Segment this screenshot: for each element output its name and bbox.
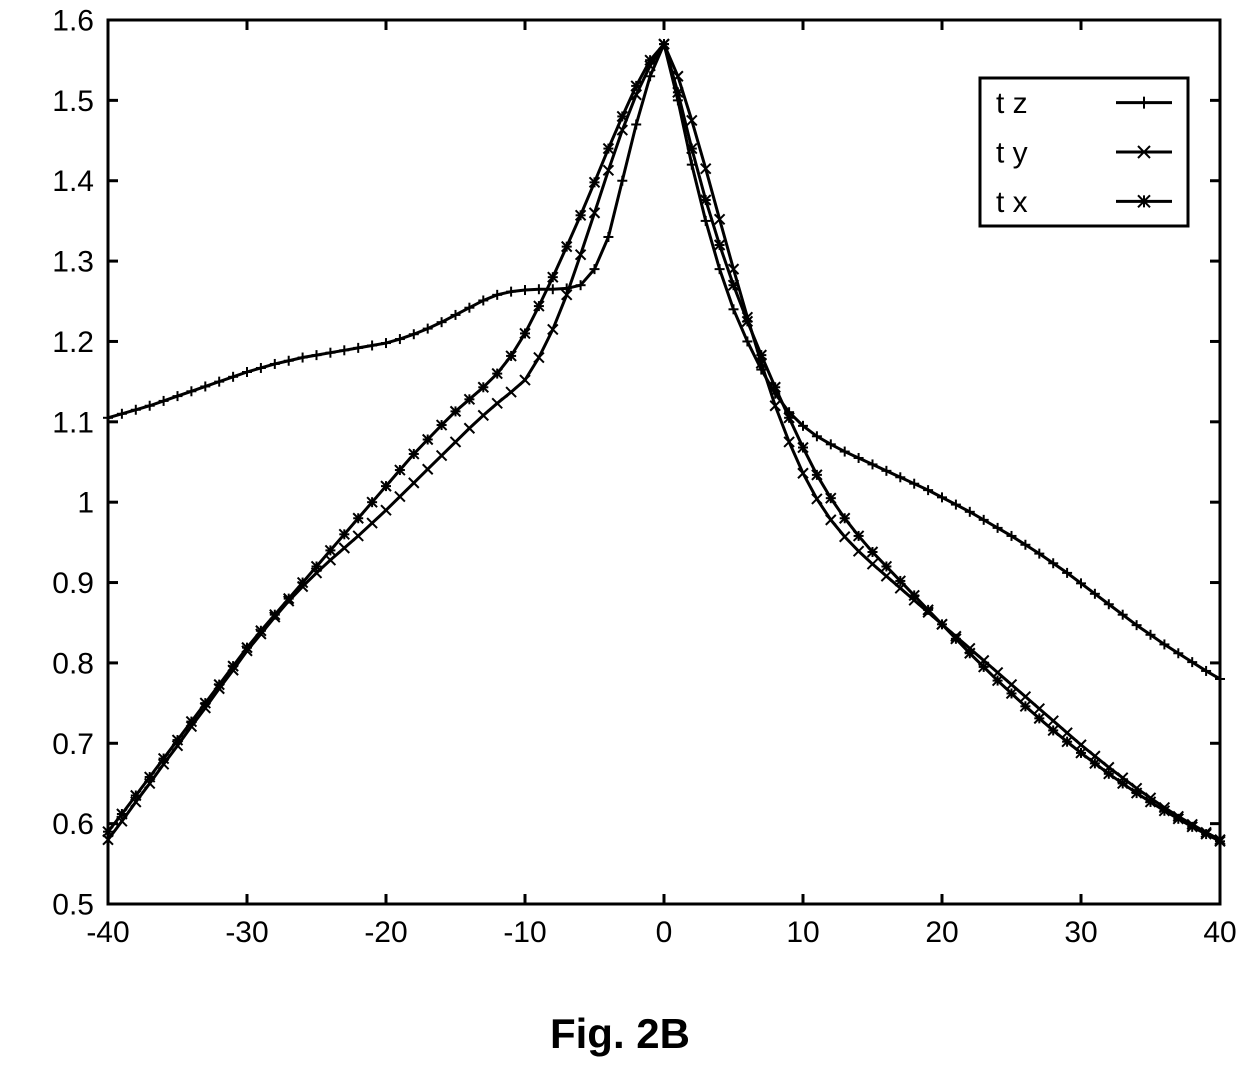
- y-tick-label: 0.8: [52, 647, 94, 680]
- legend: t z t y t x: [980, 78, 1188, 226]
- x-tick-label: 30: [1064, 916, 1097, 949]
- x-tick-label: 0: [656, 916, 673, 949]
- x-tick-label: -10: [503, 916, 546, 949]
- x-tick-label: 20: [925, 916, 958, 949]
- x-tick-label: 40: [1203, 916, 1236, 949]
- legend-label: t z: [996, 87, 1028, 120]
- y-tick-label: 0.9: [52, 567, 94, 600]
- y-tick-label: 0.5: [52, 889, 94, 922]
- y-tick-label: 1: [77, 487, 94, 520]
- y-tick-label: 1.4: [52, 165, 94, 198]
- x-tick-label: -20: [364, 916, 407, 949]
- x-tick-label: -30: [225, 916, 268, 949]
- y-tick-label: 1.6: [52, 5, 94, 38]
- y-tick-label: 0.6: [52, 808, 94, 841]
- y-tick-label: 1.3: [52, 246, 94, 279]
- legend-label: t y: [996, 137, 1028, 170]
- legend-label: t x: [996, 186, 1028, 219]
- y-tick-label: 0.7: [52, 728, 94, 761]
- line-chart: -40-30-20-100102030400.50.60.70.80.911.1…: [0, 0, 1240, 1089]
- y-tick-label: 1.2: [52, 326, 94, 359]
- x-tick-label: 10: [786, 916, 819, 949]
- figure-caption: Fig. 2B: [0, 1010, 1240, 1058]
- figure-container: -40-30-20-100102030400.50.60.70.80.911.1…: [0, 0, 1240, 1089]
- y-tick-label: 1.1: [52, 406, 94, 439]
- y-tick-label: 1.5: [52, 85, 94, 118]
